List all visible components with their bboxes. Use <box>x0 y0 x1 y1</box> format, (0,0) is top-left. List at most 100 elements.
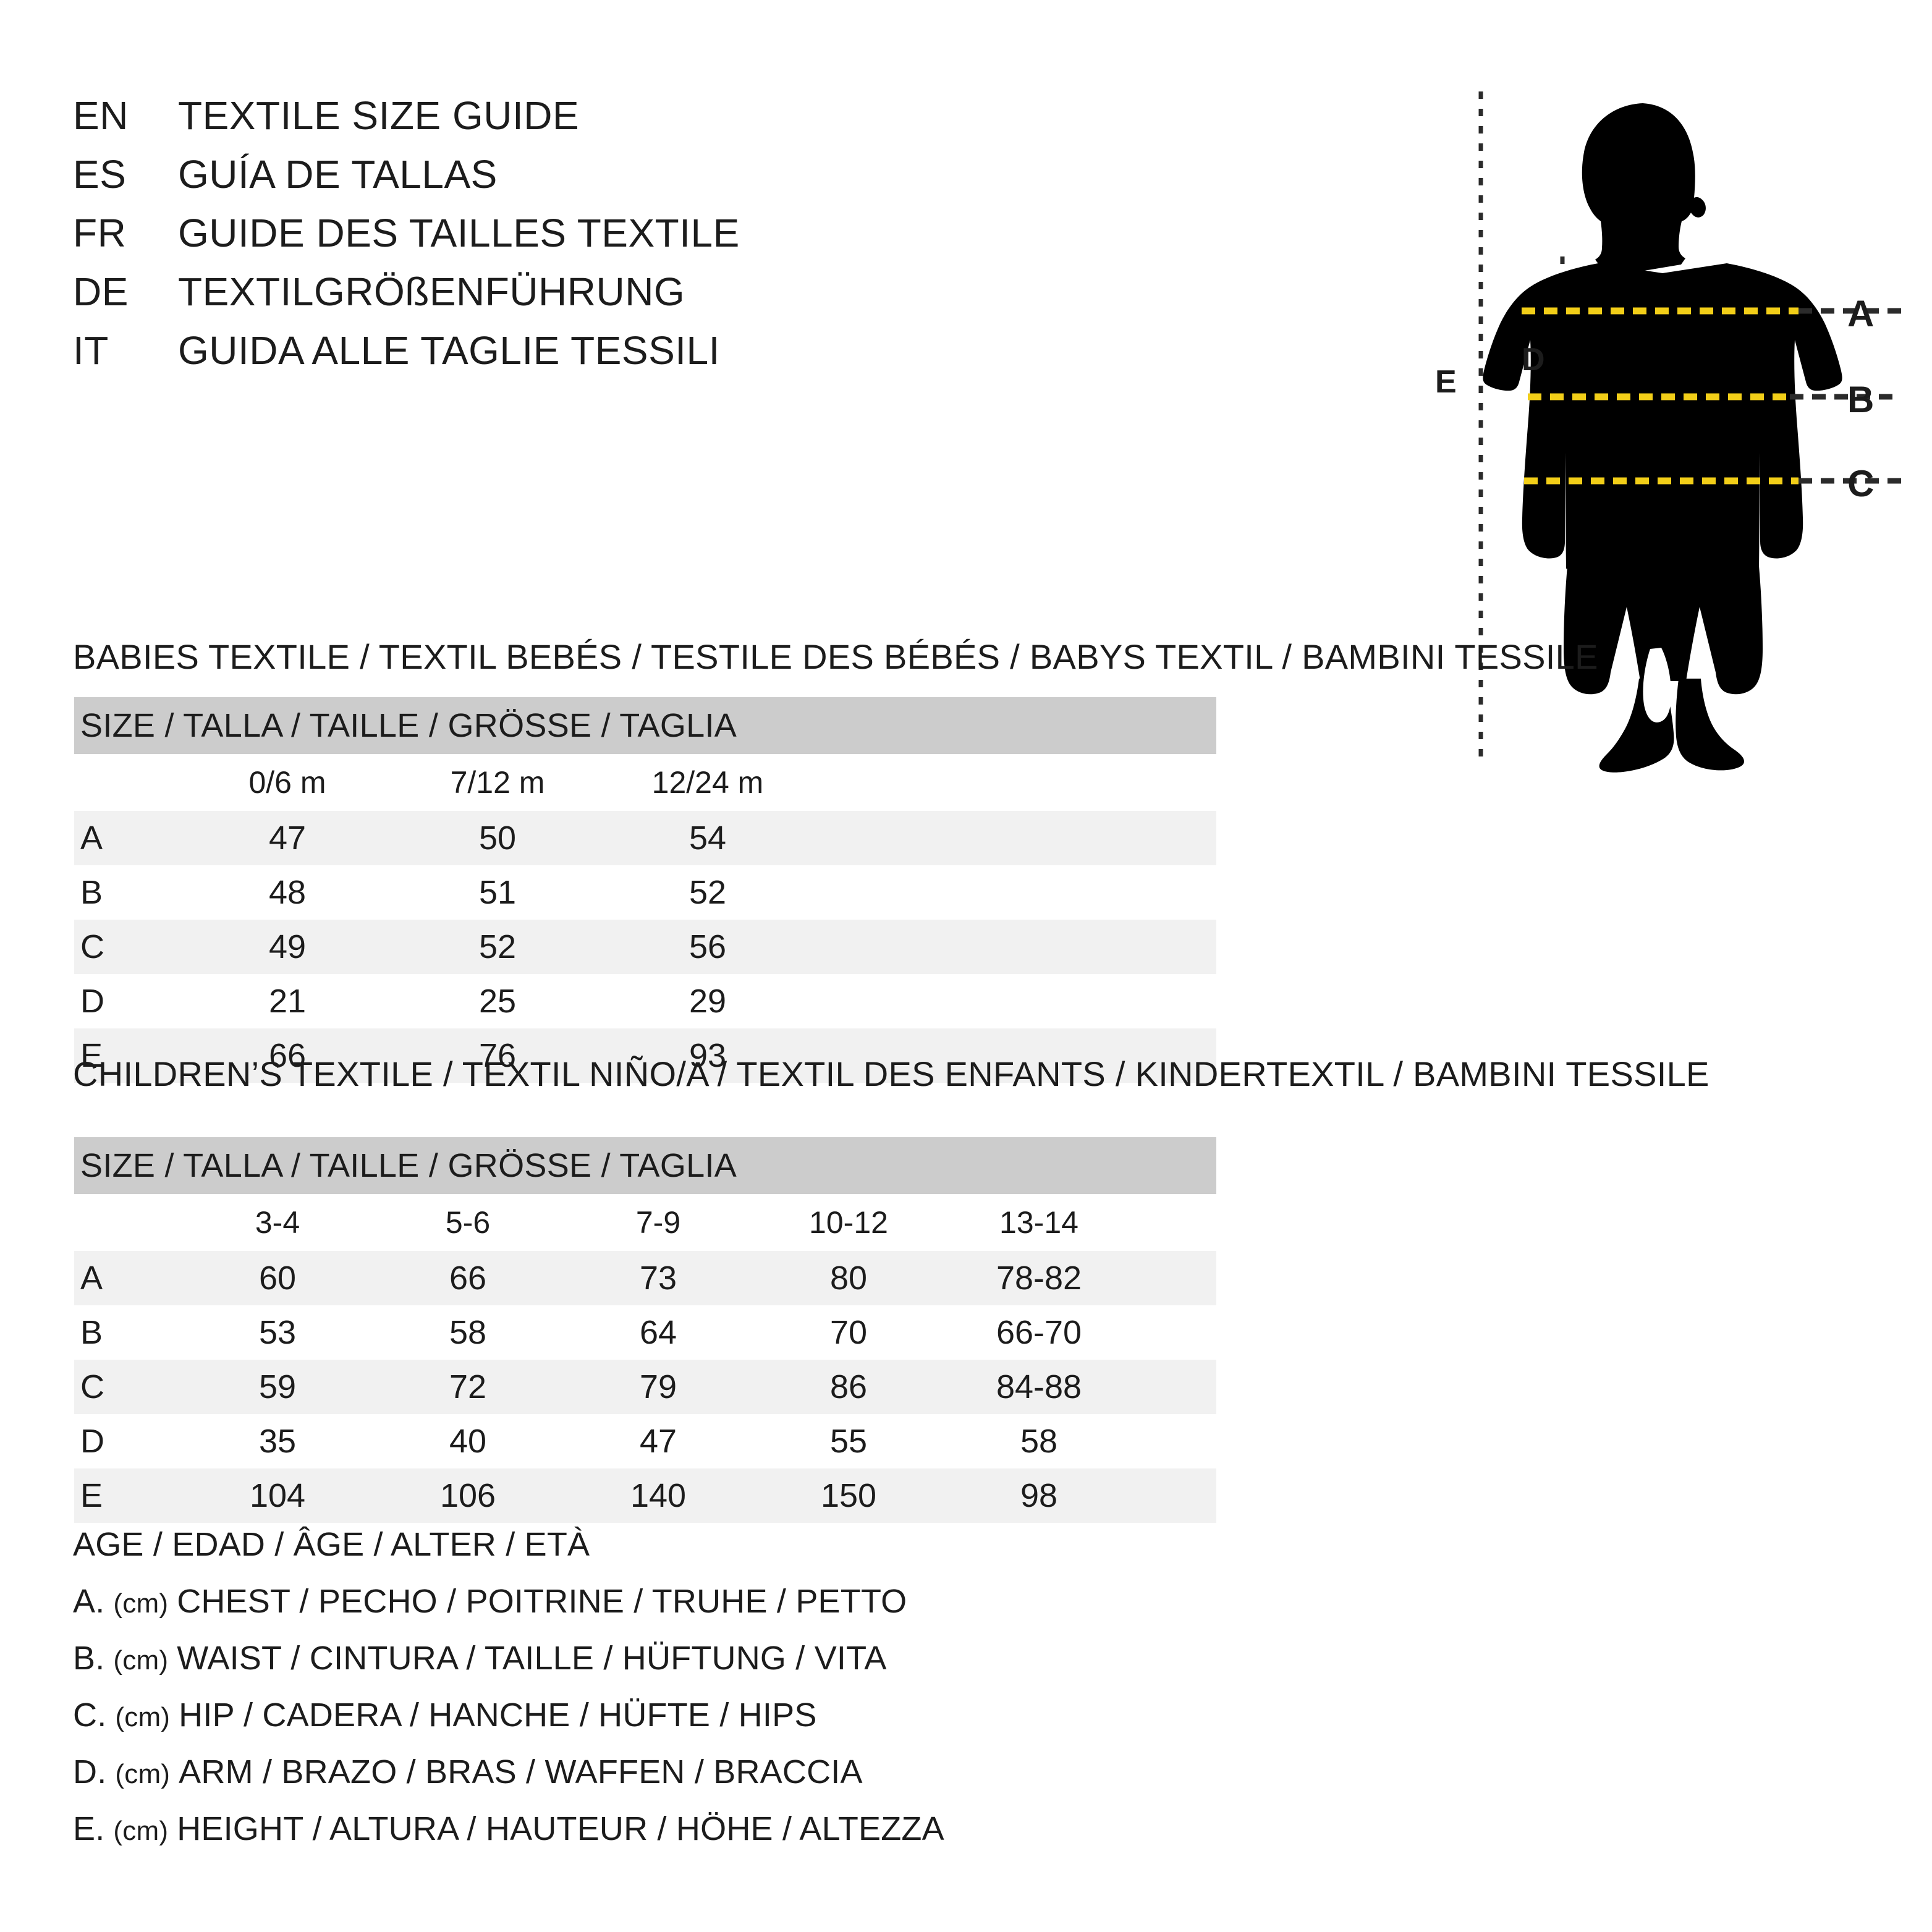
children-row-label-b: B <box>74 1305 182 1360</box>
babies-row-label-e: E <box>74 1028 182 1083</box>
language-code-fr: FR <box>73 211 127 255</box>
babies-cell-b-1: 51 <box>392 865 603 920</box>
table-row: C 59 72 79 86 84-88 <box>74 1360 1217 1414</box>
babies-cell-b-0: 48 <box>182 865 392 920</box>
language-row-en: EN TEXTILE SIZE GUIDE <box>73 93 1309 151</box>
language-row-it: IT GUIDA ALLE TAGLIE TESSILI <box>73 328 1309 386</box>
children-cell-c-0: 59 <box>182 1360 373 1414</box>
children-cell-e-3: 150 <box>753 1468 944 1523</box>
babies-table-header-band: SIZE / TALLA / TAILLE / GRÖSSE / TAGLIA <box>74 697 1217 754</box>
children-cell-d-filler <box>1134 1414 1217 1468</box>
language-title-es: GUÍA DE TALLAS <box>178 152 498 197</box>
babies-cell-c-0: 49 <box>182 920 392 974</box>
table-row: D 21 25 29 <box>74 974 1217 1028</box>
babies-cell-e-2: 93 <box>603 1028 813 1083</box>
legend-item-c: C. (cm) HIP / CADERA / HANCHE / HÜFTE / … <box>73 1696 1309 1753</box>
children-cell-b-0: 53 <box>182 1305 373 1360</box>
babies-cell-b-filler <box>813 865 1217 920</box>
babies-corner-cell <box>74 754 182 811</box>
diagram-label-c: C <box>1847 463 1875 504</box>
children-cell-e-0: 104 <box>182 1468 373 1523</box>
children-cell-a-0: 60 <box>182 1251 373 1305</box>
babies-cell-e-0: 66 <box>182 1028 392 1083</box>
babies-row-label-c: C <box>74 920 182 974</box>
children-cell-e-filler <box>1134 1468 1217 1523</box>
children-col-header-2: 7-9 <box>563 1194 753 1251</box>
table-row: E 66 76 93 <box>74 1028 1217 1083</box>
babies-cell-c-filler <box>813 920 1217 974</box>
legend-unit-a: (cm) <box>113 1588 169 1619</box>
table-row: C 49 52 56 <box>74 920 1217 974</box>
child-silhouette-icon <box>1483 103 1842 773</box>
children-cell-a-4: 78-82 <box>944 1251 1134 1305</box>
legend-item-a: A. (cm) CHEST / PECHO / POITRINE / TRUHE… <box>73 1582 1309 1639</box>
babies-cell-e-filler <box>813 1028 1217 1083</box>
babies-cell-c-2: 56 <box>603 920 813 974</box>
language-row-fr: FR GUIDE DES TAILLES TEXTILE <box>73 210 1309 269</box>
language-title-it: GUIDA ALLE TAGLIE TESSILI <box>178 328 720 373</box>
children-cell-e-4: 98 <box>944 1468 1134 1523</box>
legend-unit-b: (cm) <box>113 1645 169 1676</box>
children-cell-a-1: 66 <box>373 1251 563 1305</box>
children-cell-b-1: 58 <box>373 1305 563 1360</box>
legend-key-c: C. <box>73 1697 107 1734</box>
children-cell-e-2: 140 <box>563 1468 753 1523</box>
babies-cell-a-0: 47 <box>182 811 392 865</box>
babies-cell-d-filler <box>813 974 1217 1028</box>
language-row-de: DE TEXTILGRÖßENFÜHRUNG <box>73 269 1309 328</box>
language-code-en: EN <box>73 93 129 138</box>
legend-desc-c: HIP / CADERA / HANCHE / HÜFTE / HIPS <box>179 1697 817 1734</box>
language-code-es: ES <box>73 152 127 197</box>
babies-cell-b-2: 52 <box>603 865 813 920</box>
babies-size-table: SIZE / TALLA / TAILLE / GRÖSSE / TAGLIA … <box>74 697 1217 1083</box>
language-code-it: IT <box>73 328 109 373</box>
children-col-header-4: 13-14 <box>944 1194 1134 1251</box>
children-section-title: CHILDREN’S TEXTILE / TEXTIL NIÑO/A / TEX… <box>73 1054 1710 1093</box>
legend-age-line: AGE / EDAD / ÂGE / ALTER / ETÀ <box>73 1525 1309 1582</box>
children-cell-b-4: 66-70 <box>944 1305 1134 1360</box>
children-cell-d-4: 58 <box>944 1414 1134 1468</box>
children-cell-a-2: 73 <box>563 1251 753 1305</box>
language-code-de: DE <box>73 269 129 314</box>
children-cell-a-3: 80 <box>753 1251 944 1305</box>
children-row-label-e: E <box>74 1468 182 1523</box>
children-cell-c-2: 79 <box>563 1360 753 1414</box>
table-row: D 35 40 47 55 58 <box>74 1414 1217 1468</box>
diagram-label-a: A <box>1847 293 1875 334</box>
language-title-fr: GUIDE DES TAILLES TEXTILE <box>178 211 740 255</box>
babies-col-header-2: 12/24 m <box>603 754 813 811</box>
legend-unit-e: (cm) <box>113 1816 169 1846</box>
children-cell-b-3: 70 <box>753 1305 944 1360</box>
legend-desc-d: ARM / BRAZO / BRAS / WAFFEN / BRACCIA <box>179 1753 863 1790</box>
children-cell-a-filler <box>1134 1251 1217 1305</box>
children-corner-cell <box>74 1194 182 1251</box>
legend-item-e: E. (cm) HEIGHT / ALTURA / HAUTEUR / HÖHE… <box>73 1810 1309 1866</box>
babies-header-label: SIZE / TALLA / TAILLE / GRÖSSE / TAGLIA <box>74 697 1217 754</box>
children-cell-c-3: 86 <box>753 1360 944 1414</box>
language-title-de: TEXTILGRÖßENFÜHRUNG <box>178 269 685 314</box>
children-size-table: SIZE / TALLA / TAILLE / GRÖSSE / TAGLIA … <box>74 1137 1217 1523</box>
babies-cell-a-2: 54 <box>603 811 813 865</box>
children-header-label: SIZE / TALLA / TAILLE / GRÖSSE / TAGLIA <box>74 1137 1217 1194</box>
babies-cell-d-0: 21 <box>182 974 392 1028</box>
legend-age-text: AGE / EDAD / ÂGE / ALTER / ETÀ <box>73 1526 590 1563</box>
legend-item-d: D. (cm) ARM / BRAZO / BRAS / WAFFEN / BR… <box>73 1753 1309 1810</box>
children-cell-c-4: 84-88 <box>944 1360 1134 1414</box>
children-cell-d-0: 35 <box>182 1414 373 1468</box>
legend-unit-d: (cm) <box>115 1759 171 1789</box>
measurement-legend: AGE / EDAD / ÂGE / ALTER / ETÀ A. (cm) C… <box>73 1525 1309 1866</box>
legend-key-a: A. <box>73 1583 105 1620</box>
table-row: B 53 58 64 70 66-70 <box>74 1305 1217 1360</box>
children-cell-d-1: 40 <box>373 1414 563 1468</box>
language-title-block: EN TEXTILE SIZE GUIDE ES GUÍA DE TALLAS … <box>73 93 1309 386</box>
children-cell-d-3: 55 <box>753 1414 944 1468</box>
children-cell-b-2: 64 <box>563 1305 753 1360</box>
legend-desc-b: WAIST / CINTURA / TAILLE / HÜFTUNG / VIT… <box>177 1640 887 1677</box>
babies-col-header-1: 7/12 m <box>392 754 603 811</box>
babies-cell-e-1: 76 <box>392 1028 603 1083</box>
table-row: A 47 50 54 <box>74 811 1217 865</box>
babies-col-header-filler <box>813 754 1217 811</box>
legend-desc-a: CHEST / PECHO / POITRINE / TRUHE / PETTO <box>177 1583 907 1620</box>
babies-cell-a-1: 50 <box>392 811 603 865</box>
babies-cell-d-1: 25 <box>392 974 603 1028</box>
